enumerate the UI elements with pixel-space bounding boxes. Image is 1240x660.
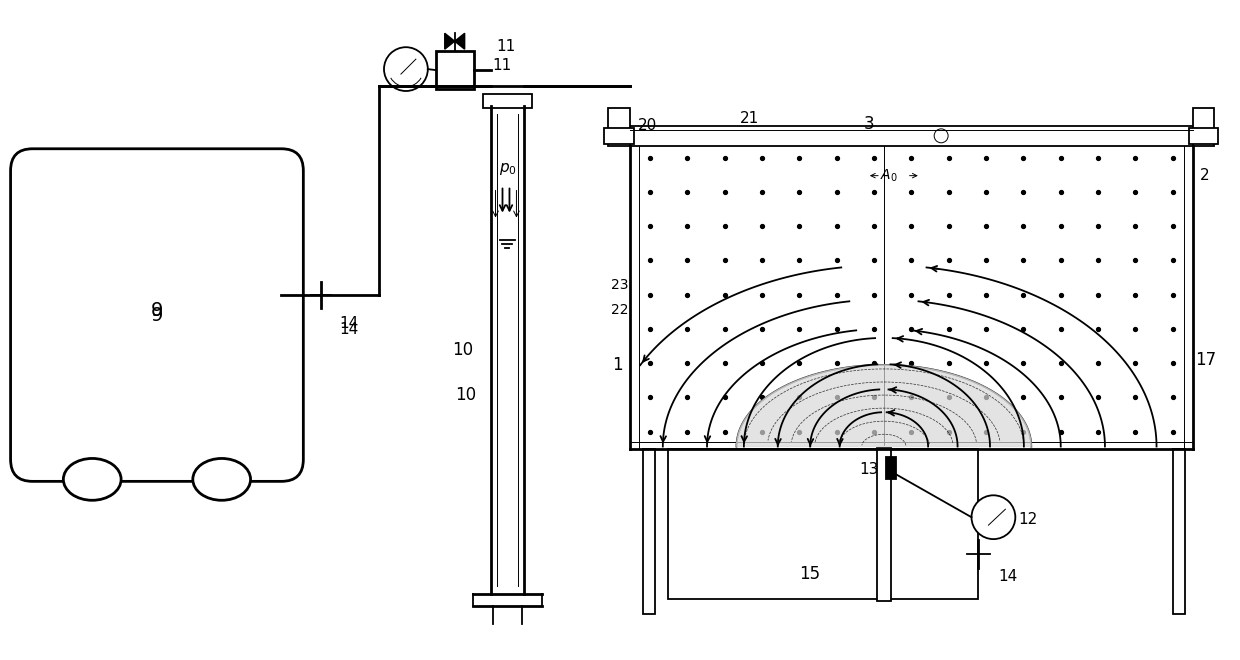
Bar (1189, 128, 1219, 144)
Text: 1: 1 (611, 356, 622, 374)
Bar (885, 457, 895, 479)
Text: 10: 10 (453, 341, 474, 359)
Text: 3: 3 (863, 115, 874, 133)
Bar (1193, 108, 1214, 146)
Bar (642, 449, 655, 614)
Bar (1173, 449, 1184, 614)
Text: 17: 17 (1195, 351, 1216, 369)
Ellipse shape (63, 459, 122, 500)
Text: 14: 14 (340, 323, 358, 337)
Text: 23: 23 (611, 278, 629, 292)
Bar (877, 447, 890, 601)
Polygon shape (445, 33, 455, 50)
Bar (604, 128, 634, 144)
Text: 11: 11 (496, 39, 515, 53)
Circle shape (384, 48, 428, 91)
Circle shape (934, 129, 949, 143)
Text: 14: 14 (340, 315, 358, 331)
Text: 10: 10 (455, 385, 476, 404)
Text: 2: 2 (1200, 168, 1209, 183)
Text: 14: 14 (998, 570, 1018, 585)
Bar (482, 94, 532, 108)
Text: 9: 9 (151, 306, 164, 325)
Bar (608, 108, 630, 146)
Text: 20: 20 (639, 118, 657, 133)
Text: 15: 15 (799, 565, 820, 583)
FancyBboxPatch shape (11, 148, 304, 481)
Text: 12: 12 (1018, 512, 1038, 527)
Text: 13: 13 (859, 462, 879, 477)
Ellipse shape (192, 459, 250, 500)
Text: 21: 21 (740, 112, 759, 127)
Polygon shape (455, 33, 465, 50)
Text: 9: 9 (151, 300, 164, 319)
Bar (668, 449, 978, 599)
Text: $p_0$: $p_0$ (498, 160, 516, 177)
Circle shape (971, 495, 1016, 539)
Polygon shape (737, 365, 1032, 447)
Text: 22: 22 (611, 303, 629, 317)
Text: 11: 11 (492, 57, 511, 73)
Text: $A_0$: $A_0$ (880, 168, 898, 184)
Bar (630, 126, 1193, 146)
Bar (435, 51, 474, 89)
